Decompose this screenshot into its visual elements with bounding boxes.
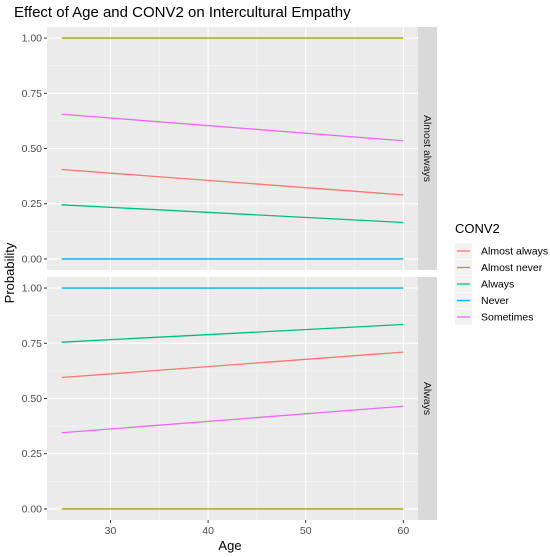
y-tick-label: 0.25: [22, 448, 43, 460]
series-line-always: [61, 323, 404, 343]
series-line-always: [61, 204, 404, 224]
facet-strip-label: Almost always: [421, 115, 433, 182]
legend-item: Never: [455, 292, 510, 309]
legend-item: Almost always: [455, 243, 548, 259]
y-tick-label: 0.75: [22, 88, 43, 100]
y-tick-label: 1.00: [22, 283, 43, 295]
y-axis-title: Probability: [2, 242, 17, 303]
x-tick-label: 30: [105, 525, 117, 537]
y-tick-label: 0.25: [22, 198, 43, 210]
legend-item: Sometimes: [455, 309, 534, 325]
facet-strip: [418, 27, 437, 270]
legend-title: CONV2: [455, 221, 500, 236]
legend-item: Almost never: [455, 259, 543, 276]
series-line-sometimes: [61, 405, 404, 434]
x-tick-label: 60: [398, 525, 410, 537]
panel-1: 0.00 0.25 0.50 0.75 1.00 Always: [22, 277, 437, 520]
chart-title: Effect of Age and CONV2 on Intercultural…: [14, 4, 351, 21]
legend-label: Never: [481, 295, 510, 307]
y-tick-label: 0.75: [22, 338, 43, 350]
x-axis-title: Age: [218, 538, 241, 553]
facet-strip-label: Always: [421, 382, 433, 415]
series-line-almost-always: [61, 168, 404, 196]
panel-0: 0.00 0.25 0.50 0.75 1.00 Almost always: [22, 27, 437, 270]
legend-label: Almost never: [481, 262, 543, 274]
y-tick-label: 1.00: [22, 33, 43, 45]
series-line-almost-always: [61, 351, 404, 379]
y-tick-label: 0.50: [22, 393, 43, 405]
legend-label: Sometimes: [481, 312, 534, 324]
x-tick-label: 40: [202, 525, 214, 537]
y-tick-label: 0.00: [22, 253, 43, 265]
y-tick-label: 0.00: [22, 503, 43, 515]
legend-label: Almost always: [481, 246, 548, 258]
facet-strip: [418, 277, 437, 520]
legend-item: Always: [455, 276, 514, 292]
legend: CONV2 Almost always Almost never Always Nev…: [455, 221, 548, 325]
series-line-sometimes: [61, 113, 404, 142]
panels: 0.00 0.25 0.50 0.75 1.00 Almost always 0.00 0.2…: [22, 27, 437, 537]
y-tick-label: 0.50: [22, 143, 43, 155]
legend-label: Always: [481, 279, 514, 291]
x-tick-label: 50: [300, 525, 312, 537]
